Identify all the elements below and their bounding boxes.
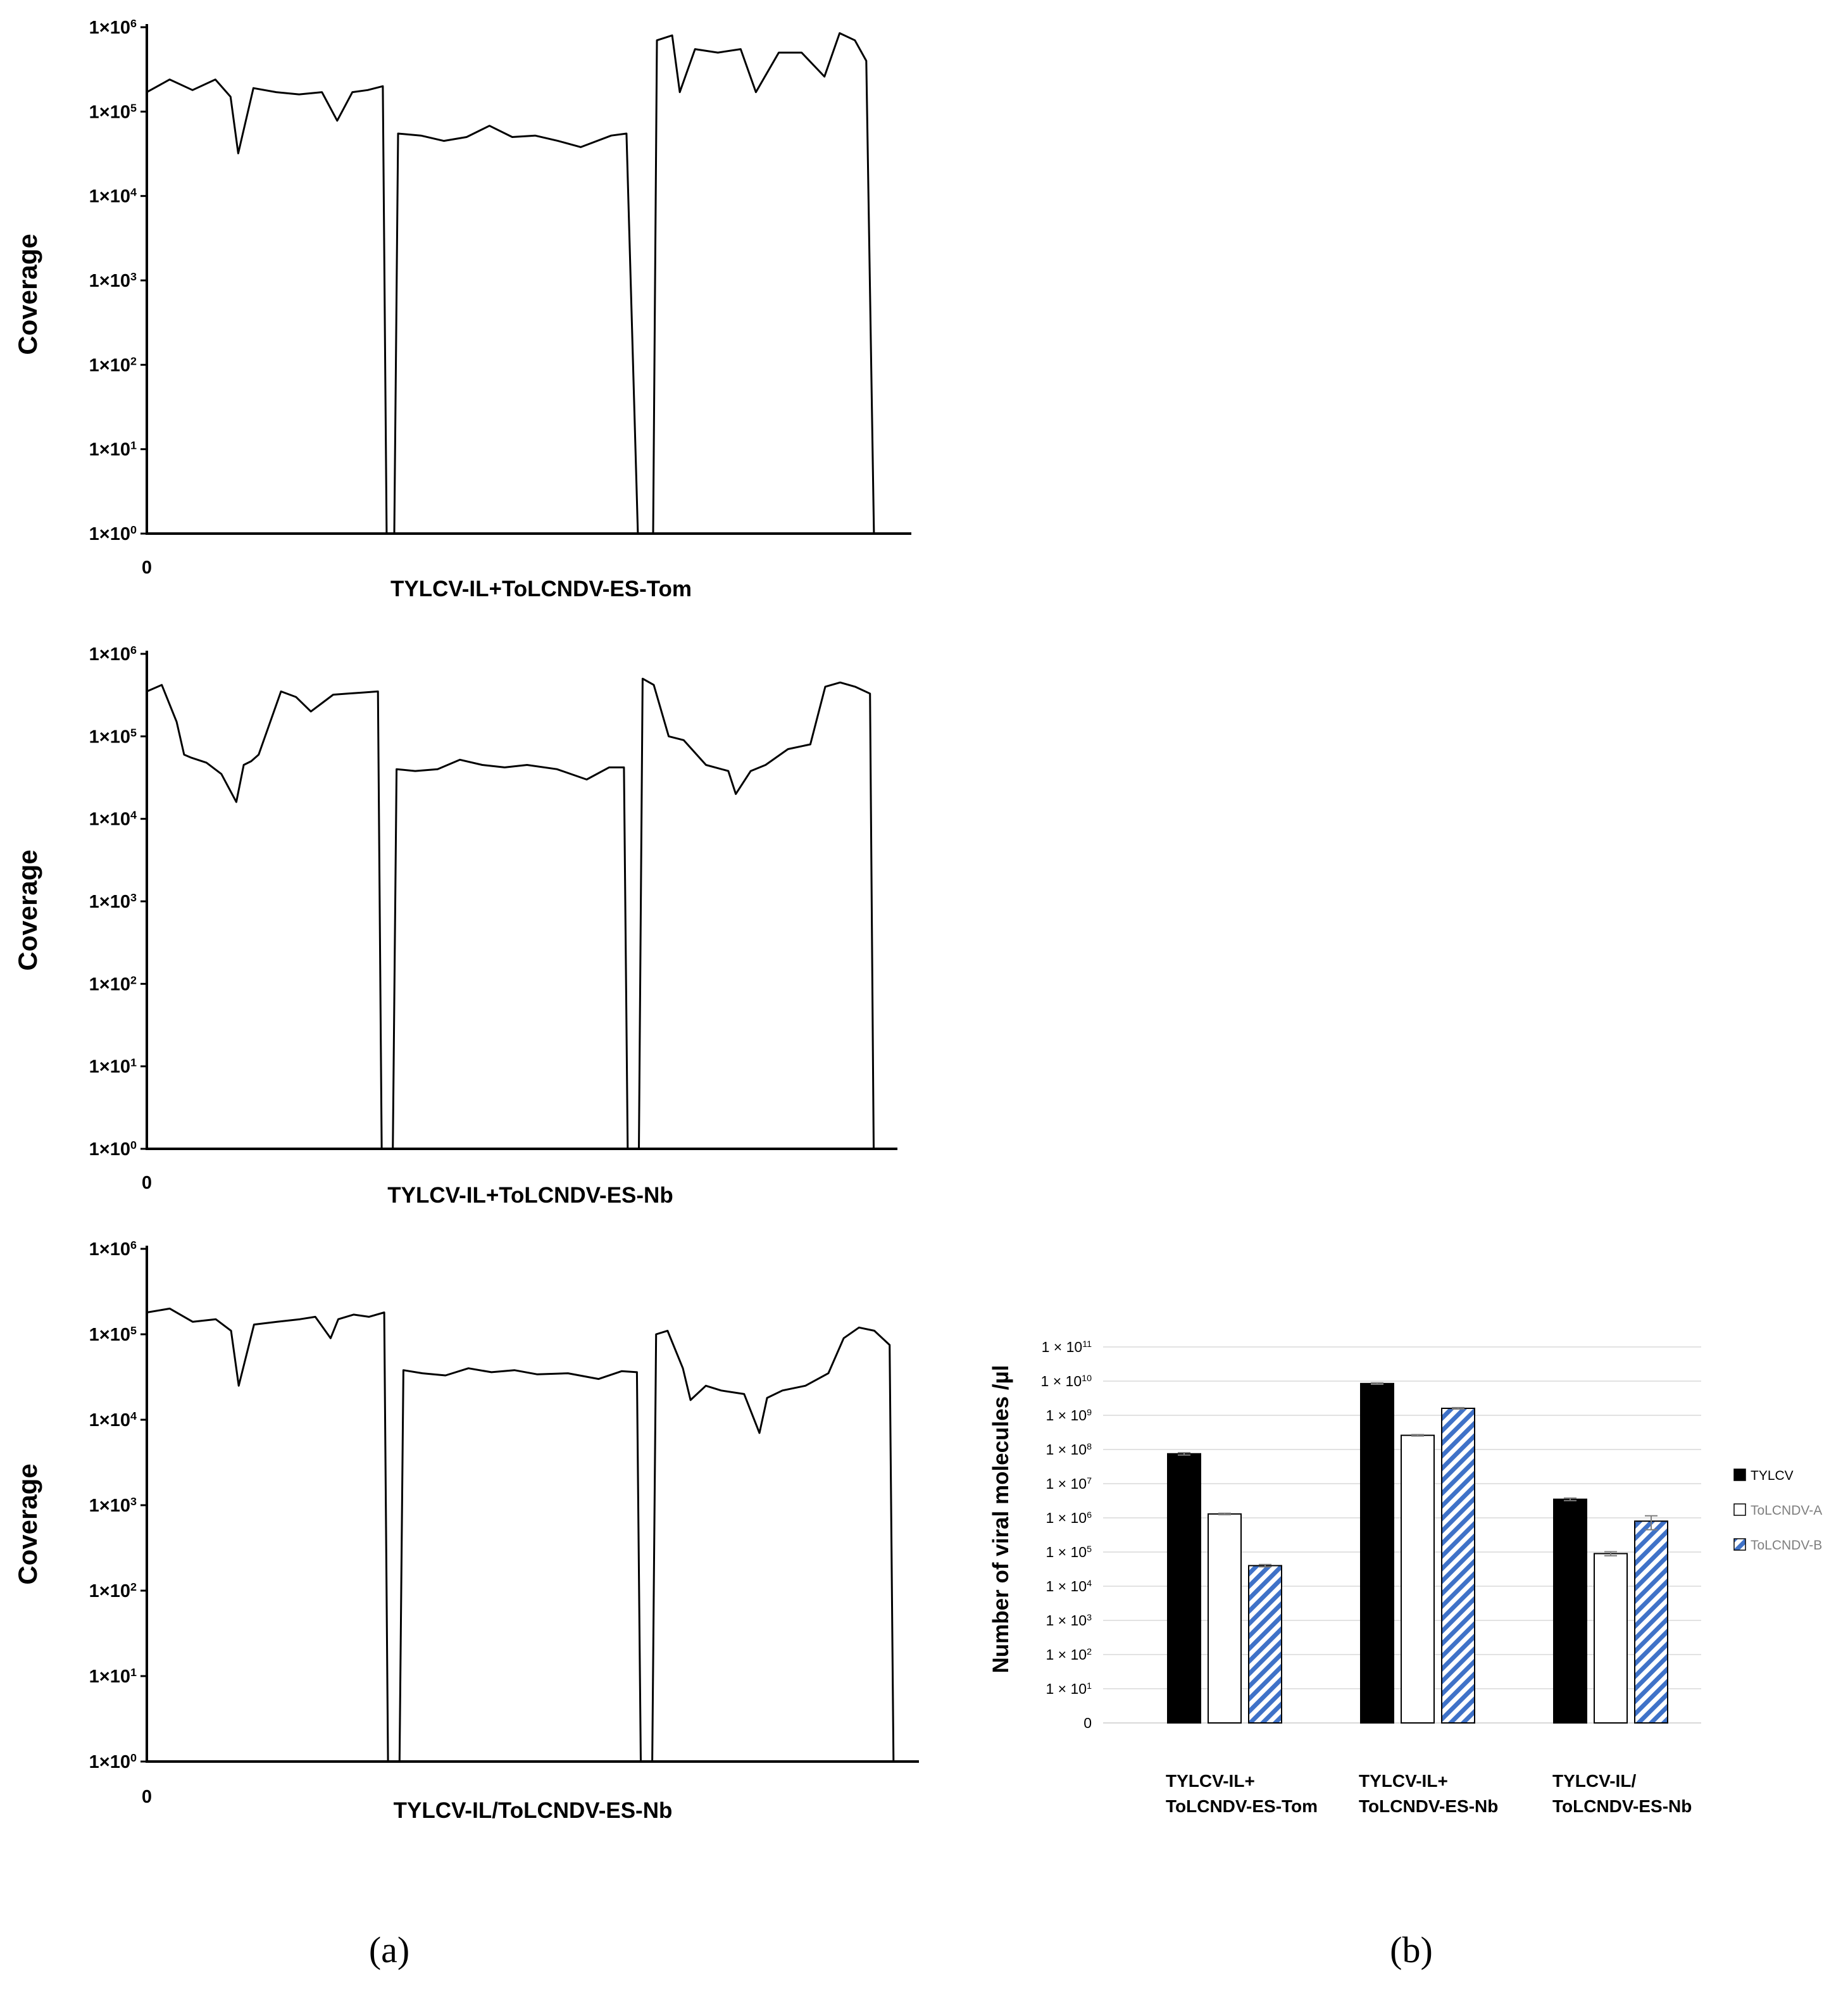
y-tick-label: 1×105 <box>89 101 137 122</box>
y-tick-label: 1×101 <box>89 1666 137 1687</box>
y-axis-label: Coverage <box>13 849 42 970</box>
y-tick-label: 1×100 <box>89 1139 137 1160</box>
y-tick-label: 1 × 108 <box>1046 1441 1092 1458</box>
y-axis-label: Coverage <box>13 1463 42 1584</box>
bar-tolcndv-b <box>1634 1520 1668 1724</box>
bar-tolcndv-a <box>1401 1434 1435 1724</box>
y-tick-label: 1×105 <box>89 1324 137 1345</box>
y-tick-label: 1 × 104 <box>1046 1578 1092 1594</box>
series-line-tolcndv-b <box>652 32 875 534</box>
coverage-chart-2: Coverage TYLCV-IL+ToLCNDV-ES-Nb 0 1×100 1… <box>13 644 897 1208</box>
x-axis-label: TYLCV-IL+ToLCNDV-ES-Nb <box>387 1183 673 1208</box>
y-axis-label: Coverage <box>13 234 42 354</box>
y-tick-label: 1 × 1011 <box>1042 1339 1092 1355</box>
y-tick-label: 1×101 <box>89 1056 137 1077</box>
bar-tylcv <box>1553 1498 1587 1724</box>
y-tick-label: 1×104 <box>89 809 137 830</box>
y-tick-label: 1×103 <box>89 1495 137 1516</box>
panel-label-b: (b) <box>1390 1929 1433 1970</box>
category-label-line1: TYLCV-IL/ <box>1552 1771 1636 1791</box>
legend-swatch-tolcndv-a <box>1733 1503 1746 1516</box>
category-label-line1: TYLCV-IL+ <box>1166 1771 1255 1791</box>
legend-swatch-tolcndv-b <box>1733 1538 1746 1551</box>
y-axis-label: Number of viral molecules /µl <box>989 1365 1013 1674</box>
bar-tolcndv-b <box>1248 1565 1282 1724</box>
y-tick-label: 1×100 <box>89 523 137 544</box>
series-line-tylcv <box>146 1307 389 1762</box>
y-tick-label: 1 × 106 <box>1046 1510 1092 1526</box>
bar-tylcv <box>1360 1382 1394 1724</box>
bar-tolcndv-b <box>1441 1407 1475 1724</box>
x-tick-label: 0 <box>142 1787 152 1807</box>
series-line-tolcndv-a <box>392 758 629 1149</box>
y-tick-label: 1×106 <box>89 644 137 665</box>
y-tick-label: 1 × 1010 <box>1041 1373 1092 1389</box>
legend-label: TYLCV <box>1751 1468 1794 1483</box>
bar-tolcndv-a <box>1594 1553 1628 1724</box>
y-tick-label: 1×106 <box>89 1239 137 1260</box>
x-axis-label: TYLCV-IL/ToLCNDV-ES-Nb <box>394 1798 673 1823</box>
y-tick-label: 1×100 <box>89 1751 137 1772</box>
series-line-tylcv <box>146 684 383 1149</box>
series-line-tolcndv-a <box>393 125 639 534</box>
legend-label: ToLCNDV-B <box>1751 1538 1822 1553</box>
y-tick-label: 1×106 <box>89 17 137 38</box>
y-tick-label: 1×103 <box>89 891 137 912</box>
bar-tolcndv-a <box>1208 1513 1242 1724</box>
y-tick-label: 1×104 <box>89 1410 137 1430</box>
legend-label: ToLCNDV-A <box>1751 1503 1822 1518</box>
y-tick-label: 1 × 105 <box>1046 1544 1092 1560</box>
y-tick-label: 1×103 <box>89 270 137 291</box>
legend: TYLCV ToLCNDV-A ToLCNDV-B <box>1733 1468 1822 1553</box>
bar-tylcv <box>1167 1453 1201 1724</box>
x-axis-label: TYLCV-IL+ToLCNDV-ES-Tom <box>390 577 692 601</box>
y-tick-label: 1×102 <box>89 354 137 375</box>
y-tick-label: 1×102 <box>89 973 137 994</box>
y-tick-label: 1 × 102 <box>1046 1646 1092 1663</box>
category-label-line2: ToLCNDV-ES-Tom <box>1166 1796 1318 1816</box>
panel-label-a: (a) <box>369 1929 409 1970</box>
y-tick-label: 1×101 <box>89 439 137 460</box>
y-tick-label: 1×104 <box>89 186 137 207</box>
category-label-line1: TYLCV-IL+ <box>1359 1771 1448 1791</box>
y-tick-label: 1 × 101 <box>1046 1681 1092 1697</box>
category-label-line2: ToLCNDV-ES-Nb <box>1552 1796 1692 1816</box>
series-line-tylcv <box>146 78 388 534</box>
series-line-tolcndv-b <box>651 1326 895 1762</box>
y-tick-label: 1 × 109 <box>1046 1407 1092 1424</box>
category-label-line2: ToLCNDV-ES-Nb <box>1359 1796 1498 1816</box>
x-tick-label: 0 <box>142 558 152 578</box>
viral-molecules-bar-chart: Number of viral molecules /µl TYLCV-IL+ … <box>989 1339 1822 1816</box>
y-tick-label: 1 × 107 <box>1046 1475 1092 1492</box>
x-tick-label: 0 <box>142 1173 152 1193</box>
y-tick-label: 1×102 <box>89 1581 137 1601</box>
y-tick-label: 1 × 103 <box>1046 1612 1092 1629</box>
y-tick-label: 0 <box>1083 1715 1092 1731</box>
coverage-chart-3: Coverage TYLCV-IL/ToLCNDV-ES-Nb 0 1×100 1… <box>13 1239 919 1823</box>
y-tick-label: 1×105 <box>89 726 137 747</box>
legend-swatch-tylcv <box>1733 1468 1746 1481</box>
series-line-tolcndv-b <box>638 677 875 1149</box>
series-line-tolcndv-a <box>398 1367 642 1762</box>
coverage-chart-1: Coverage TYLCV-IL+ToLCNDV-ES-Tom 0 1×100… <box>13 17 911 601</box>
